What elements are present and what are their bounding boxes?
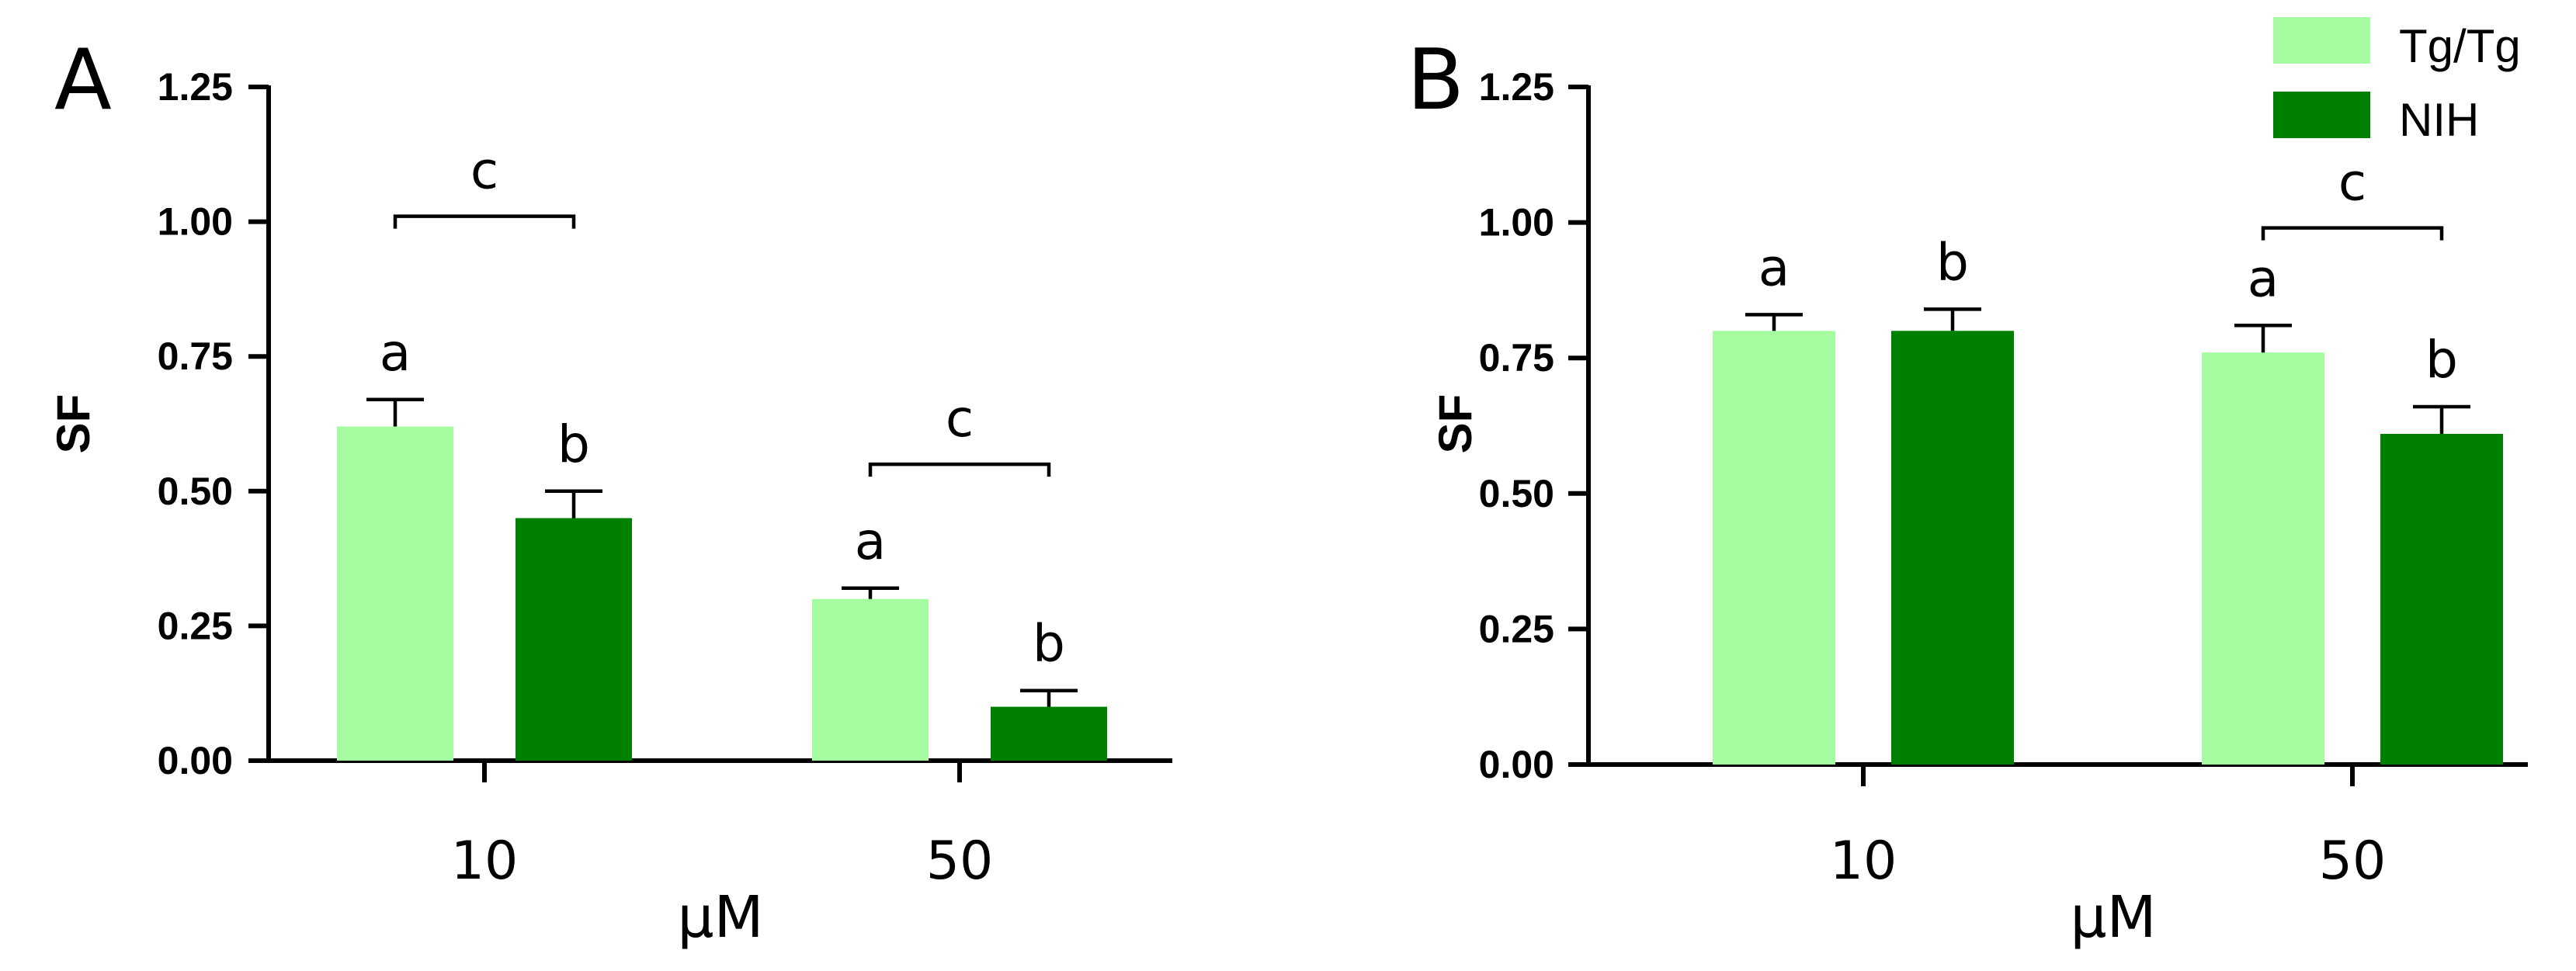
panel-letter: A: [54, 32, 112, 129]
y-axis-label: SF: [47, 394, 99, 454]
comparison-bracket: [868, 462, 1051, 477]
y-tick-label: 0.50: [1479, 472, 1554, 515]
x-tick-label: 10: [1830, 831, 1897, 892]
bar-tg-tg: [812, 598, 929, 761]
significance-letter: b: [2425, 330, 2458, 390]
bar-tg-tg: [1713, 331, 1835, 765]
significance-letter: a: [1758, 238, 1790, 297]
y-tick-label: 0.00: [158, 739, 233, 782]
comparison-bracket: [393, 214, 576, 229]
significance-letter: b: [1936, 232, 1969, 292]
panel-a: A 0.00 0.25 0.50 0.75 1.00 1.25 SF 10 50 µM a a b b c c: [47, 32, 1172, 951]
y-tick-label: 1.25: [158, 65, 233, 109]
legend-swatch: [2273, 17, 2370, 64]
significance-letter: b: [557, 414, 590, 474]
y-tick-label: 1.00: [1479, 201, 1554, 244]
y-tick-label: 1.25: [1479, 65, 1554, 109]
significance-letter: b: [1033, 614, 1065, 674]
y-tick-label: 0.25: [1479, 607, 1554, 650]
comparison-letter: c: [946, 389, 974, 449]
legend: Tg/Tg NIH: [2273, 17, 2521, 146]
bar-tg-tg: [2202, 352, 2324, 765]
x-axis-label: µM: [678, 884, 764, 951]
bar-nih: [991, 706, 1107, 761]
significance-letter: a: [2248, 248, 2279, 308]
x-tick-label: 10: [451, 831, 519, 892]
panel-b: B 0.00 0.25 0.50 0.75 1.00 1.25 SF 10 50 µM a a b b c: [1407, 32, 2528, 951]
bar-tg-tg: [337, 426, 453, 761]
y-tick-label: 0.25: [158, 604, 233, 647]
y-tick-label: 0.50: [158, 470, 233, 513]
comparison-letter: c: [2338, 153, 2366, 213]
legend-swatch: [2273, 92, 2370, 138]
comparison-letter: c: [470, 141, 498, 201]
y-tick-label: 0.00: [1479, 743, 1554, 786]
bar-nih: [1891, 331, 2014, 765]
y-axis-label: SF: [1429, 394, 1481, 454]
y-tick-label: 0.75: [158, 335, 233, 378]
comparison-bracket: [2261, 226, 2444, 241]
x-tick-label: 50: [2319, 831, 2387, 892]
significance-letter: a: [380, 323, 411, 383]
y-tick-label: 0.75: [1479, 336, 1554, 380]
bar-nih: [2380, 433, 2503, 765]
legend-label: Tg/Tg: [2399, 20, 2521, 72]
panel-letter: B: [1407, 32, 1464, 129]
y-tick-label: 1.00: [158, 200, 233, 244]
x-axis-label: µM: [2071, 884, 2157, 951]
legend-label: NIH: [2399, 94, 2479, 146]
significance-letter: a: [855, 512, 886, 571]
x-tick-label: 50: [926, 831, 994, 892]
bar-nih: [516, 518, 632, 761]
